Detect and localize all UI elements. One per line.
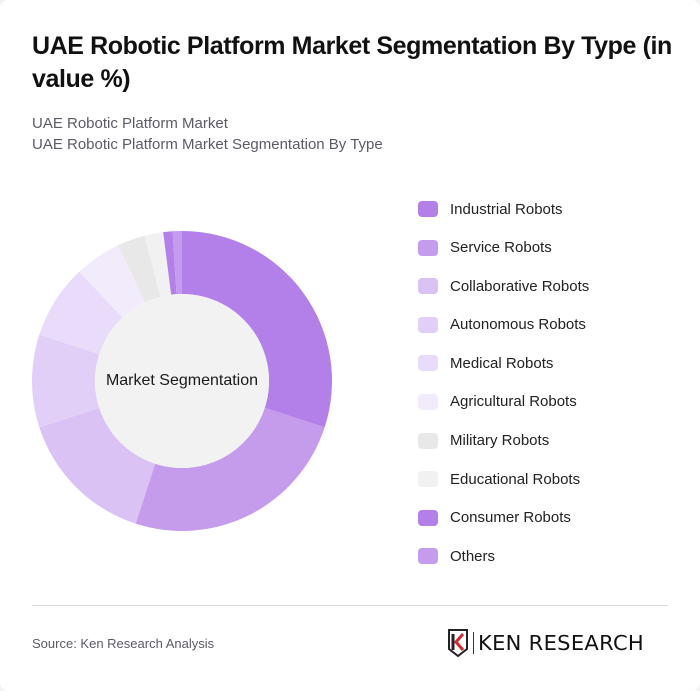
- legend-item-consumer-robots[interactable]: Consumer Robots: [418, 508, 589, 528]
- chart-legend: Industrial Robots Service Robots Collabora…: [418, 199, 589, 585]
- donut-slice-industrial-robots[interactable]: [182, 231, 332, 428]
- legend-label: Agricultural Robots: [450, 393, 577, 411]
- legend-item-industrial-robots[interactable]: Industrial Robots: [418, 199, 589, 219]
- legend-item-autonomous-robots[interactable]: Autonomous Robots: [418, 315, 589, 335]
- legend-item-military-robots[interactable]: Military Robots: [418, 431, 589, 451]
- legend-label: Consumer Robots: [450, 509, 571, 527]
- chart-subtitle: UAE Robotic Platform Market UAE Robotic …: [32, 113, 383, 155]
- ken-research-logo: KEN RESEARCH: [447, 629, 644, 657]
- legend-label: Others: [450, 547, 496, 565]
- subtitle-line-1: UAE Robotic Platform Market: [32, 115, 228, 132]
- ken-research-logo-icon: [448, 629, 468, 657]
- legend-item-service-robots[interactable]: Service Robots: [418, 238, 589, 258]
- legend-label: Educational Robots: [450, 470, 581, 488]
- legend-item-medical-robots[interactable]: Medical Robots: [418, 353, 589, 373]
- legend-label: Service Robots: [450, 239, 552, 257]
- logo-text: KEN RESEARCH: [478, 631, 645, 655]
- donut-slice-educational-robots[interactable]: [144, 232, 172, 297]
- legend-swatch: [418, 471, 438, 488]
- chart-title: UAE Robotic Platform Market Segmentation…: [32, 32, 672, 93]
- subtitle-line-2: UAE Robotic Platform Market Segmentation…: [32, 136, 383, 153]
- donut-slice-others[interactable]: [172, 231, 182, 295]
- legend-item-educational-robots[interactable]: Educational Robots: [418, 469, 589, 489]
- donut-slice-medical-robots[interactable]: [39, 271, 123, 355]
- legend-swatch: [418, 201, 438, 217]
- donut-slice-consumer-robots[interactable]: [163, 231, 177, 295]
- legend-item-others[interactable]: Others: [418, 546, 589, 566]
- donut-chart: [32, 231, 332, 531]
- donut-center: [95, 294, 269, 468]
- source-note: Source: Ken Research Analysis: [32, 636, 215, 651]
- donut-slice-autonomous-robots[interactable]: [32, 334, 100, 428]
- legend-swatch: [418, 393, 438, 410]
- legend-swatch: [418, 239, 438, 256]
- legend-label: Industrial Robots: [450, 200, 563, 218]
- legend-item-collaborative-robots[interactable]: Collaborative Robots: [418, 276, 589, 296]
- legend-item-agricultural-robots[interactable]: Agricultural Robots: [418, 392, 589, 412]
- donut-slice-agricultural-robots[interactable]: [79, 245, 145, 318]
- legend-label: Autonomous Robots: [450, 316, 586, 334]
- legend-swatch: [418, 278, 438, 295]
- legend-label: Medical Robots: [450, 354, 554, 372]
- legend-label: Military Robots: [450, 432, 550, 450]
- donut-slice-collaborative-robots[interactable]: [39, 407, 156, 524]
- legend-swatch: [418, 548, 438, 565]
- legend-swatch: [418, 432, 438, 449]
- legend-swatch: [418, 509, 438, 526]
- legend-swatch: [418, 316, 438, 333]
- donut-slice-service-robots[interactable]: [135, 407, 325, 531]
- footer-divider: [32, 605, 668, 606]
- legend-swatch: [418, 355, 438, 372]
- donut-slice-military-robots[interactable]: [118, 235, 161, 303]
- logo-separator: [473, 632, 474, 654]
- legend-label: Collaborative Robots: [450, 277, 590, 295]
